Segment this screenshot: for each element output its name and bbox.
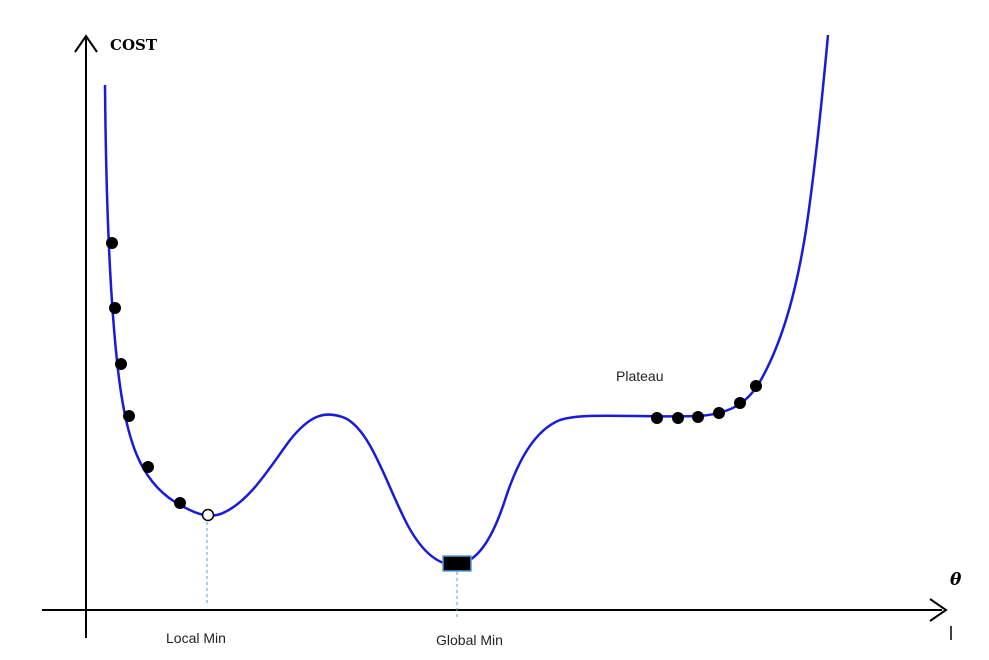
plateau-point xyxy=(734,397,746,409)
plateau-label: Plateau xyxy=(616,368,663,384)
plateau-point xyxy=(672,412,684,424)
descent-point xyxy=(142,461,154,473)
axes xyxy=(42,34,952,640)
local-min-marker xyxy=(201,508,215,522)
local-min-label: Local Min xyxy=(166,630,226,646)
plateau-point xyxy=(713,407,725,419)
descent-points-left xyxy=(106,237,186,509)
plateau-point xyxy=(692,411,704,423)
y-axis-arrowhead xyxy=(74,34,98,53)
plateau-point xyxy=(651,412,663,424)
plateau-points xyxy=(651,380,762,424)
descent-point xyxy=(123,410,135,422)
descent-point xyxy=(174,497,186,509)
global-min-marker xyxy=(442,555,472,572)
descent-point xyxy=(106,237,118,249)
guide-lines xyxy=(206,522,458,618)
x-axis-arrowhead xyxy=(929,598,948,622)
plateau-point xyxy=(750,380,762,392)
x-axis-label: θ xyxy=(950,570,962,590)
descent-point xyxy=(115,358,127,370)
cost-curve xyxy=(103,34,830,567)
descent-point xyxy=(109,302,121,314)
y-axis-label: COST xyxy=(110,36,158,54)
global-min-label: Global Min xyxy=(436,632,503,648)
